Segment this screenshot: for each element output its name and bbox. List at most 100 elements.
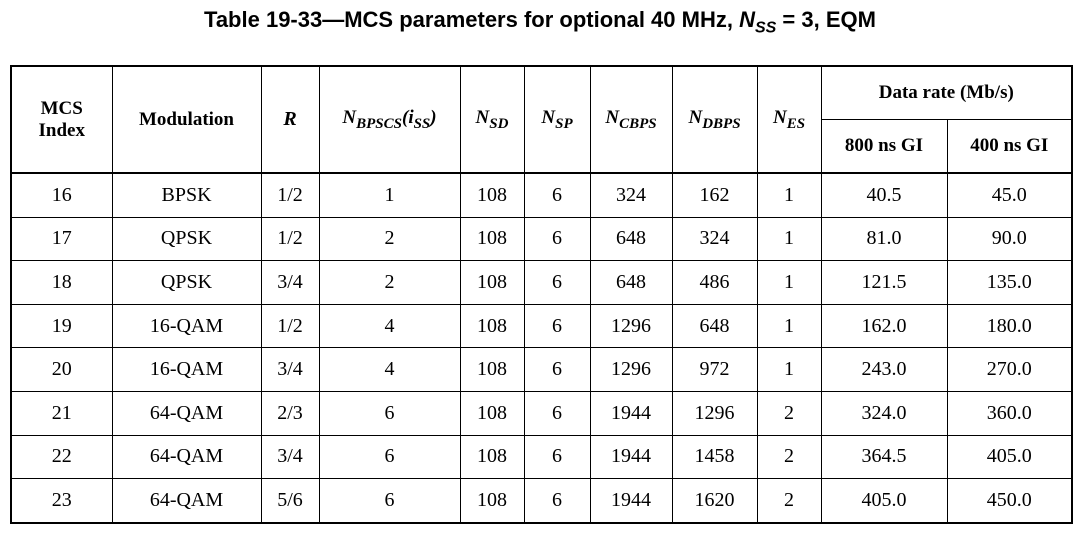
cell-nes: 2	[756, 434, 822, 480]
header-nsd: NSD	[459, 65, 525, 174]
cell-coding-rate: 5/6	[260, 478, 320, 524]
cell-nes: 1	[756, 303, 822, 349]
cell-rate-400ns: 450.0	[946, 478, 1073, 524]
cell-rate-400ns: 90.0	[946, 216, 1073, 262]
cell-rate-400ns: 45.0	[946, 172, 1073, 218]
cell-modulation: QPSK	[111, 216, 262, 262]
cell-rate-800ns: 405.0	[820, 478, 948, 524]
cell-nes: 2	[756, 390, 822, 436]
cell-ncbps: 1944	[589, 390, 673, 436]
header-ndbps: NDBPS	[671, 65, 758, 174]
cell-nes: 1	[756, 347, 822, 392]
caption-suffix: = 3, EQM	[776, 7, 876, 32]
cell-nbpscs: 6	[318, 478, 461, 524]
cell-ncbps: 1944	[589, 478, 673, 524]
cell-rate-800ns: 121.5	[820, 260, 948, 305]
table-row: 23 64-QAM 5/6 6 108 6 1944 1620 2 405.0 450.0	[10, 478, 1073, 524]
cell-nbpscs: 2	[318, 216, 461, 262]
cell-mcs-index: 21	[10, 390, 113, 436]
cell-coding-rate: 3/4	[260, 260, 320, 305]
cell-nsd: 108	[459, 303, 525, 349]
cell-nsp: 6	[523, 172, 591, 218]
cell-ndbps: 1620	[671, 478, 758, 524]
cell-rate-400ns: 270.0	[946, 347, 1073, 392]
header-mcs-index: MCS Index	[10, 65, 113, 174]
cell-ndbps: 648	[671, 303, 758, 349]
header-400ns-gi: 400 ns GI	[946, 119, 1073, 174]
cell-nsd: 108	[459, 216, 525, 262]
cell-nsp: 6	[523, 390, 591, 436]
cell-nsd: 108	[459, 347, 525, 392]
cell-nes: 2	[756, 478, 822, 524]
cell-rate-400ns: 135.0	[946, 260, 1073, 305]
cell-rate-400ns: 405.0	[946, 434, 1073, 480]
cell-rate-800ns: 364.5	[820, 434, 948, 480]
cell-ndbps: 324	[671, 216, 758, 262]
cell-nsp: 6	[523, 260, 591, 305]
header-row: MCS Index Modulation R NBPSCS(iSS) NSD N…	[10, 65, 1073, 174]
cell-modulation: 16-QAM	[111, 303, 262, 349]
header-data-rate: Data rate (Mb/s)	[820, 65, 1073, 120]
cell-modulation: 64-QAM	[111, 478, 262, 524]
cell-modulation: 64-QAM	[111, 390, 262, 436]
cell-rate-800ns: 324.0	[820, 390, 948, 436]
cell-nsp: 6	[523, 303, 591, 349]
table-row: 20 16-QAM 3/4 4 108 6 1296 972 1 243.0 270.0	[10, 347, 1073, 392]
table-row: 16 BPSK 1/2 1 108 6 324 162 1 40.5 45.0	[10, 172, 1073, 218]
cell-nes: 1	[756, 216, 822, 262]
cell-mcs-index: 16	[10, 172, 113, 218]
cell-ndbps: 486	[671, 260, 758, 305]
cell-ndbps: 1458	[671, 434, 758, 480]
cell-ndbps: 1296	[671, 390, 758, 436]
cell-nbpscs: 6	[318, 390, 461, 436]
header-subrow: 800 ns GI 400 ns GI	[11, 119, 1073, 174]
cell-ncbps: 1296	[589, 347, 673, 392]
cell-coding-rate: 1/2	[260, 172, 320, 218]
cell-nbpscs: 6	[318, 434, 461, 480]
cell-ncbps: 648	[589, 260, 673, 305]
header-modulation: Modulation	[111, 65, 262, 174]
table-caption: Table 19-33—MCS parameters for optional …	[0, 6, 1080, 42]
table-row: 21 64-QAM 2/3 6 108 6 1944 1296 2 324.0 360.0	[10, 390, 1073, 436]
cell-mcs-index: 20	[10, 347, 113, 392]
header-nes: NES	[756, 65, 822, 174]
table-row: 17 QPSK 1/2 2 108 6 648 324 1 81.0 90.0	[10, 216, 1073, 262]
cell-nbpscs: 4	[318, 347, 461, 392]
cell-nsd: 108	[459, 390, 525, 436]
cell-mcs-index: 18	[10, 260, 113, 305]
cell-ncbps: 648	[589, 216, 673, 262]
cell-nsp: 6	[523, 478, 591, 524]
cell-nsp: 6	[523, 434, 591, 480]
cell-nes: 1	[756, 172, 822, 218]
cell-nsp: 6	[523, 216, 591, 262]
table-body: 16 BPSK 1/2 1 108 6 324 162 1 40.5 45.0 17 QPSK 1/2 2 1…	[10, 172, 1073, 524]
cell-rate-800ns: 40.5	[820, 172, 948, 218]
cell-rate-800ns: 243.0	[820, 347, 948, 392]
cell-nsd: 108	[459, 172, 525, 218]
cell-nsp: 6	[523, 347, 591, 392]
cell-modulation: 64-QAM	[111, 434, 262, 480]
cell-modulation: BPSK	[111, 172, 262, 218]
cell-nsd: 108	[459, 434, 525, 480]
header-coding-rate: R	[260, 65, 320, 174]
cell-nes: 1	[756, 260, 822, 305]
header-ncbps: NCBPS	[589, 65, 673, 174]
cell-rate-400ns: 180.0	[946, 303, 1073, 349]
cell-nbpscs: 4	[318, 303, 461, 349]
cell-ndbps: 972	[671, 347, 758, 392]
cell-nsd: 108	[459, 478, 525, 524]
cell-ncbps: 1944	[589, 434, 673, 480]
cell-nbpscs: 1	[318, 172, 461, 218]
cell-mcs-index: 19	[10, 303, 113, 349]
cell-rate-800ns: 162.0	[820, 303, 948, 349]
cell-mcs-index: 17	[10, 216, 113, 262]
cell-coding-rate: 1/2	[260, 216, 320, 262]
cell-rate-400ns: 360.0	[946, 390, 1073, 436]
table-row: 22 64-QAM 3/4 6 108 6 1944 1458 2 364.5 405.0	[10, 434, 1073, 480]
cell-rate-800ns: 81.0	[820, 216, 948, 262]
table-row: 18 QPSK 3/4 2 108 6 648 486 1 121.5 135.0	[10, 260, 1073, 305]
caption-variable-subscript: SS	[754, 19, 777, 37]
cell-coding-rate: 1/2	[260, 303, 320, 349]
cell-ncbps: 1296	[589, 303, 673, 349]
header-800ns-gi: 800 ns GI	[820, 119, 948, 174]
